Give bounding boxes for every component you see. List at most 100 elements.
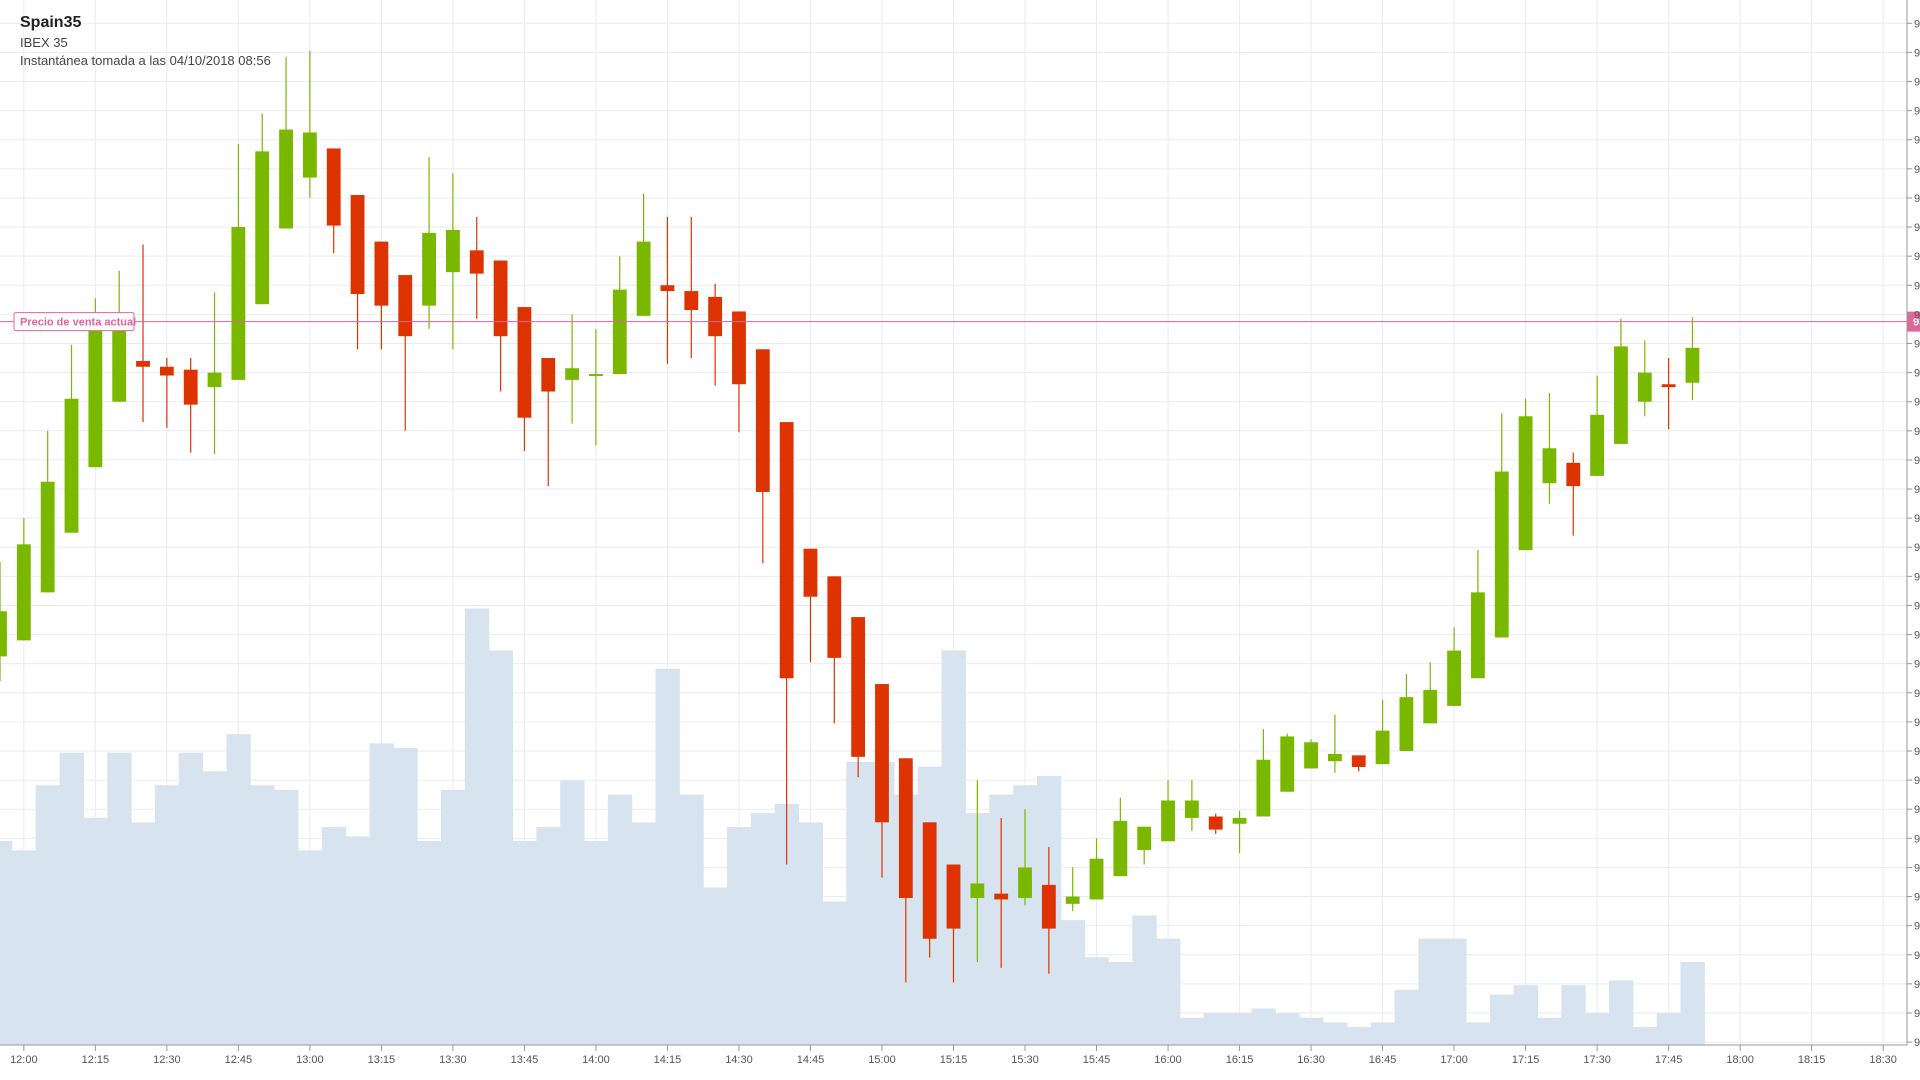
candle-body bbox=[1351, 755, 1366, 768]
candle-body bbox=[875, 684, 889, 823]
candle-body bbox=[1137, 826, 1152, 850]
volume-bar bbox=[1370, 1022, 1395, 1045]
volume-bar bbox=[1132, 915, 1157, 1045]
candle-down bbox=[1661, 358, 1676, 430]
candle-body bbox=[88, 330, 103, 468]
candle-up bbox=[40, 430, 55, 593]
candle-body bbox=[660, 285, 675, 292]
candle-body bbox=[422, 232, 436, 306]
candle-body bbox=[350, 195, 365, 294]
candle-up bbox=[231, 144, 246, 380]
candle-down bbox=[493, 260, 508, 392]
volume-bar bbox=[1466, 1022, 1491, 1045]
candle-up bbox=[255, 113, 270, 305]
candle-body bbox=[922, 822, 937, 939]
candle-body bbox=[1375, 730, 1390, 765]
candle-body bbox=[994, 893, 1009, 900]
candle-up bbox=[1065, 867, 1080, 912]
candle-up bbox=[1494, 413, 1509, 638]
candle-body bbox=[1566, 462, 1581, 487]
volume-bar bbox=[1632, 1027, 1658, 1045]
volume-bar bbox=[345, 836, 370, 1045]
volume-bar bbox=[131, 822, 156, 1045]
candle-body bbox=[445, 229, 460, 273]
candle-up bbox=[445, 173, 460, 350]
candle-down bbox=[517, 307, 532, 452]
x-axis: 12:00 12:15 12:30 12:45 13:00 13:15 13:30 13:45… bbox=[0, 1044, 1907, 1066]
candle-down bbox=[875, 684, 889, 878]
candle-up bbox=[1423, 662, 1438, 724]
candle-body bbox=[40, 481, 55, 593]
candle-body bbox=[636, 241, 651, 316]
volume-bar bbox=[1227, 1013, 1252, 1045]
x-tick-label: 17:00 bbox=[1440, 1054, 1468, 1066]
x-tick-label: 18:00 bbox=[1726, 1054, 1754, 1066]
candle-body bbox=[326, 148, 341, 226]
candle-body bbox=[255, 151, 270, 305]
candle-down bbox=[326, 148, 341, 254]
instrument-name: IBEX 35 bbox=[20, 35, 68, 50]
candle-down bbox=[994, 817, 1009, 968]
volume-bar bbox=[1084, 957, 1109, 1045]
candle-body bbox=[1590, 414, 1605, 476]
x-tick-label: 18:30 bbox=[1869, 1054, 1897, 1066]
snapshot-timestamp: Instantánea tomada a las 04/10/2018 08:5… bbox=[20, 53, 271, 68]
candle-up bbox=[302, 50, 317, 198]
volume-bar bbox=[1179, 1017, 1205, 1045]
y-tick-label: 9386.00 bbox=[1914, 193, 1920, 205]
candle-body bbox=[1685, 347, 1700, 383]
candle-up bbox=[207, 292, 222, 455]
volume-bar bbox=[440, 789, 466, 1045]
volume-bar bbox=[1346, 1027, 1372, 1045]
volume-bar bbox=[488, 650, 514, 1045]
candle-body bbox=[946, 864, 961, 929]
volume-bar bbox=[226, 734, 251, 1045]
volume-bar bbox=[1394, 989, 1419, 1045]
current-sell-price: Precio de venta actual 9377.50 bbox=[0, 311, 1920, 332]
candle-body bbox=[1494, 471, 1509, 638]
x-tick-label: 17:45 bbox=[1655, 1054, 1683, 1066]
y-tick-label: 9350.00 bbox=[1914, 717, 1920, 729]
candle-down bbox=[732, 311, 746, 433]
candle-up bbox=[0, 561, 7, 682]
volume-bar bbox=[536, 827, 561, 1045]
candle-up bbox=[1184, 780, 1199, 832]
candle-down bbox=[136, 244, 150, 423]
candle-body bbox=[1327, 753, 1342, 762]
candle-body bbox=[589, 374, 603, 377]
candle-up bbox=[64, 344, 79, 533]
candle-body bbox=[827, 576, 842, 658]
candle-body bbox=[1041, 884, 1056, 929]
volume-bar bbox=[1060, 920, 1086, 1045]
candle-down bbox=[708, 283, 723, 386]
x-tick-label: 15:45 bbox=[1083, 1054, 1111, 1066]
y-tick-label: 9342.00 bbox=[1914, 833, 1920, 845]
candle-down bbox=[1041, 847, 1056, 974]
volume-bar bbox=[35, 785, 61, 1045]
x-tick-label: 13:45 bbox=[511, 1054, 539, 1066]
candle-body bbox=[231, 227, 246, 380]
candle-up bbox=[1447, 627, 1462, 706]
chart-symbol: Spain35 bbox=[20, 14, 82, 31]
candle-up bbox=[1232, 810, 1247, 853]
candle-body bbox=[755, 349, 770, 492]
y-tick-label: 9360.00 bbox=[1914, 571, 1920, 583]
y-tick-label: 9338.00 bbox=[1914, 892, 1920, 904]
volume-bar bbox=[1108, 961, 1133, 1045]
y-tick-label: 9344.00 bbox=[1914, 804, 1920, 816]
x-tick-label: 17:30 bbox=[1583, 1054, 1611, 1066]
candle-up bbox=[1685, 317, 1700, 401]
candle-down bbox=[660, 216, 675, 364]
candle-up bbox=[1304, 739, 1318, 769]
volume-bar bbox=[202, 771, 227, 1045]
candle-body bbox=[112, 321, 127, 402]
volume-bar bbox=[655, 669, 680, 1045]
volume-bar bbox=[584, 841, 609, 1045]
sell-price-badge-text: 9377.50 bbox=[1913, 317, 1920, 329]
candle-down bbox=[779, 422, 794, 865]
volume-bar bbox=[178, 752, 204, 1045]
volume-bar bbox=[1656, 1013, 1682, 1045]
y-tick-label: 9382.00 bbox=[1914, 251, 1920, 263]
candle-body bbox=[1208, 816, 1223, 830]
